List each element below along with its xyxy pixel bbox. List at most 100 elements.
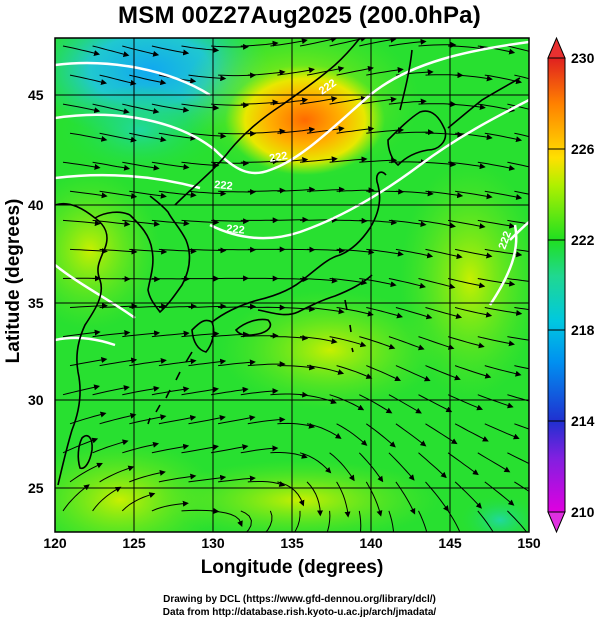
plot-frame xyxy=(54,37,530,533)
streamline xyxy=(181,161,220,169)
streamline xyxy=(151,161,190,170)
streamline xyxy=(425,307,463,320)
y-tick-label: 30 xyxy=(28,392,44,408)
streamline xyxy=(425,481,449,512)
streamline xyxy=(366,307,403,319)
streamline xyxy=(336,126,375,134)
streamline xyxy=(514,190,529,195)
streamline xyxy=(99,248,138,255)
credit-data-source: Data from http://database.rish.kyoto-u.a… xyxy=(162,607,437,618)
streamline xyxy=(425,190,464,199)
colorbar-tick-label: 222 xyxy=(571,232,595,248)
streamline xyxy=(507,510,528,532)
streamline xyxy=(484,423,520,440)
streamline xyxy=(247,416,286,425)
contour-label: 222 xyxy=(214,179,233,193)
contour-label: 222 xyxy=(497,230,515,251)
colorbar-tick-label: 226 xyxy=(571,141,595,157)
streamline xyxy=(211,102,250,109)
streamline xyxy=(62,484,90,512)
streamline xyxy=(507,336,529,341)
streamline xyxy=(277,126,316,134)
streamline xyxy=(336,248,375,255)
streamline xyxy=(151,500,189,512)
streamline xyxy=(181,219,220,226)
streamline xyxy=(507,103,529,110)
streamline xyxy=(477,510,494,532)
streamline xyxy=(99,132,137,143)
streamline xyxy=(129,132,167,143)
streamline xyxy=(299,452,332,474)
streamline xyxy=(181,330,220,338)
streamline xyxy=(240,332,279,339)
streamline xyxy=(151,275,190,282)
streamline xyxy=(359,394,393,414)
streamline xyxy=(151,443,190,454)
x-tick-label: 125 xyxy=(122,535,146,551)
wind-streamlines xyxy=(62,38,529,532)
streamline xyxy=(211,43,250,50)
streamline xyxy=(418,41,457,48)
colorbar-scale xyxy=(547,57,566,513)
colorbar-tick-label: 230 xyxy=(571,50,595,66)
streamline xyxy=(418,394,453,413)
streamline xyxy=(359,157,398,164)
streamline xyxy=(395,190,434,197)
streamline xyxy=(122,103,160,114)
colorbar-tick-label: 214 xyxy=(571,413,595,429)
streamline xyxy=(211,331,249,338)
streamline xyxy=(129,248,168,255)
streamline xyxy=(359,336,396,350)
streamline xyxy=(218,72,257,79)
y-axis-label: Latitude (degrees) xyxy=(3,198,24,364)
streamline xyxy=(507,452,529,465)
streamline xyxy=(92,486,122,512)
streamline xyxy=(336,481,351,518)
streamline xyxy=(336,307,374,317)
streamline xyxy=(329,156,368,163)
streamline xyxy=(299,38,338,47)
streamline xyxy=(447,452,479,476)
streamline xyxy=(359,278,397,288)
streamline xyxy=(181,386,219,396)
y-tick-label: 45 xyxy=(28,87,44,103)
streamline xyxy=(507,45,529,52)
streamline xyxy=(181,444,219,454)
streamline xyxy=(211,510,243,527)
streamline xyxy=(270,276,309,283)
streamline xyxy=(395,307,433,320)
streamline xyxy=(514,423,529,430)
streamline xyxy=(158,248,197,255)
streamline xyxy=(240,388,279,396)
streamline xyxy=(329,278,368,286)
streamline xyxy=(395,481,416,515)
streamline xyxy=(418,219,456,229)
streamline xyxy=(188,303,227,310)
streamline xyxy=(69,132,108,142)
streamline xyxy=(270,38,308,47)
streamline xyxy=(477,394,514,409)
streamline xyxy=(366,66,404,76)
streamline xyxy=(306,247,345,254)
streamline xyxy=(240,40,279,47)
streamline xyxy=(122,385,160,396)
streamline xyxy=(395,129,434,136)
temperature-field xyxy=(55,38,529,532)
streamline xyxy=(247,481,286,487)
streamline xyxy=(240,445,279,454)
streamline xyxy=(455,74,493,82)
streamline xyxy=(388,278,426,289)
streamline xyxy=(129,469,166,483)
colorbar-max-arrow xyxy=(547,36,566,59)
streamline xyxy=(447,278,486,289)
streamline xyxy=(388,336,425,351)
streamline xyxy=(306,186,345,193)
streamline xyxy=(336,365,373,379)
streamline xyxy=(455,248,493,259)
streamline xyxy=(425,131,464,138)
streamline xyxy=(388,98,427,105)
streamline xyxy=(247,361,286,368)
temperature-contours xyxy=(55,40,529,347)
streamline xyxy=(151,103,190,113)
streamline xyxy=(366,248,404,257)
